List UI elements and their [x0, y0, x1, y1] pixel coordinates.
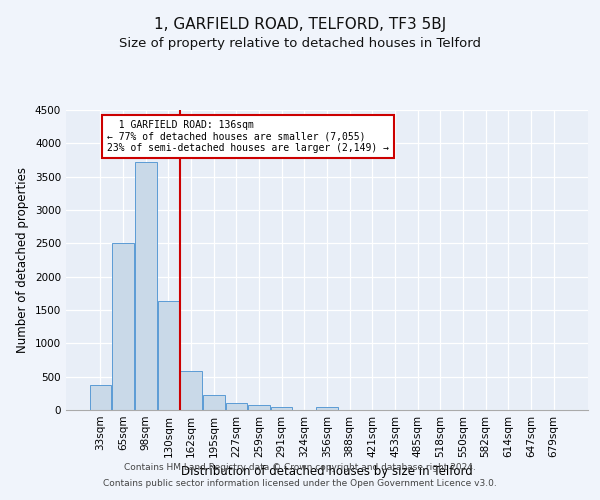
Bar [135, 162, 157, 410]
Text: Contains public sector information licensed under the Open Government Licence v3: Contains public sector information licen… [103, 478, 497, 488]
Text: Size of property relative to detached houses in Telford: Size of property relative to detached ho… [119, 38, 481, 51]
X-axis label: Distribution of detached houses by size in Telford: Distribution of detached houses by size … [181, 466, 473, 478]
Text: 1 GARFIELD ROAD: 136sqm
← 77% of detached houses are smaller (7,055)
23% of semi: 1 GARFIELD ROAD: 136sqm ← 77% of detache… [107, 120, 389, 153]
Y-axis label: Number of detached properties: Number of detached properties [16, 167, 29, 353]
Bar [112, 244, 134, 410]
Bar [248, 406, 270, 410]
Bar [181, 372, 202, 410]
Text: Contains HM Land Registry data © Crown copyright and database right 2024.: Contains HM Land Registry data © Crown c… [124, 464, 476, 472]
Bar [271, 406, 292, 410]
Text: 1, GARFIELD ROAD, TELFORD, TF3 5BJ: 1, GARFIELD ROAD, TELFORD, TF3 5BJ [154, 18, 446, 32]
Bar [90, 386, 111, 410]
Bar [316, 406, 338, 410]
Bar [158, 302, 179, 410]
Bar [226, 402, 247, 410]
Bar [203, 394, 224, 410]
